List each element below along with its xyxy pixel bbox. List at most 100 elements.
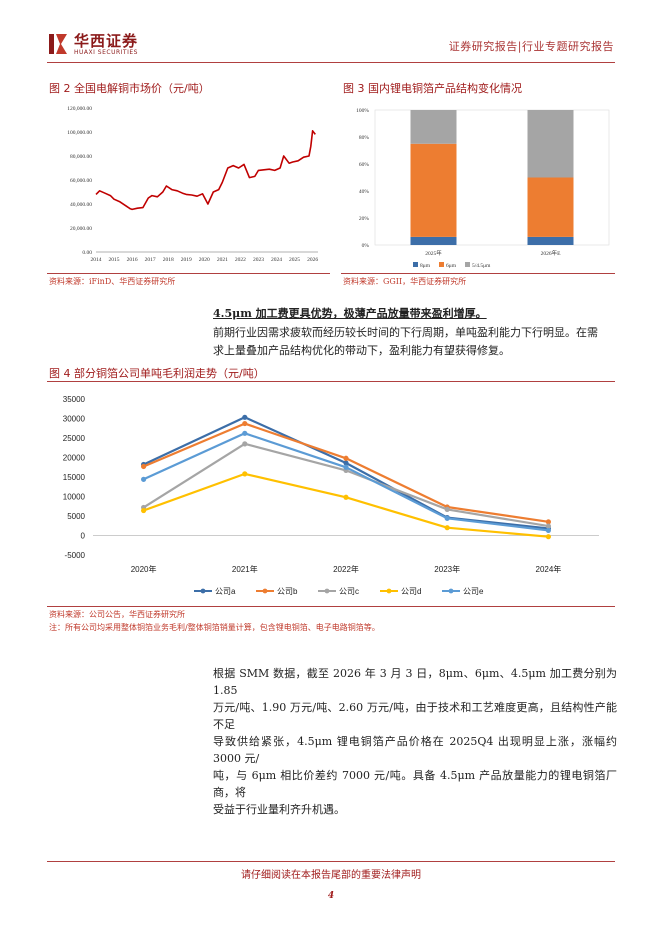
figure3-source: 资料来源：GGII，华西证券研究所 xyxy=(343,277,467,286)
fig3-y-tick-label: 60% xyxy=(359,162,370,168)
fig3-bar-segment xyxy=(527,110,574,178)
fig4-data-point xyxy=(545,527,551,534)
section-line-2: 求上量叠加产品结构优化的带动下，盈利能力有望获得修复。 xyxy=(213,344,510,357)
figure4-chart: -5000 0 5000 10000 15000 20000 25000 30000 35000… xyxy=(63,395,599,596)
figure4-title: 图 4 部分铜箔公司单吨毛利润走势（元/吨） xyxy=(49,367,265,380)
body2-line-3: 导致供给紧张，4.5μm 锂电铜箔产品价格在 2025Q4 出现明显上涨，涨幅约… xyxy=(213,735,617,765)
fig4-legend-marker xyxy=(200,588,206,594)
fig4-legend-label: 公司a xyxy=(215,587,236,596)
fig3-x-tick-label: 2025年 xyxy=(425,249,442,257)
footer-rule xyxy=(47,861,615,862)
fig4-x-tick-label: 2020年 xyxy=(131,564,157,574)
fig4-data-point xyxy=(343,464,349,470)
figure4-top-rule xyxy=(47,381,615,382)
fig3-legend-label: 6μm xyxy=(446,263,457,269)
fig4-data-point xyxy=(545,523,551,529)
fig4-data-point xyxy=(343,460,349,466)
figure2-source: 资料来源：iFinD、华西证券研究所 xyxy=(49,277,176,286)
fig4-y-tick-label: 15000 xyxy=(63,473,86,482)
fig2-x-tick-label: 2014 xyxy=(91,257,102,263)
fig4-y-tick-label: 25000 xyxy=(63,434,86,443)
fig2-y-tick-label: 120,000.00 xyxy=(67,106,92,112)
fig2-x-tick-label: 2016 xyxy=(127,257,138,263)
fig3-bar-segment xyxy=(410,110,457,144)
fig4-y-tick-label: 30000 xyxy=(63,415,86,424)
fig4-data-point xyxy=(343,455,349,461)
figure4-bottom-rule xyxy=(47,606,615,607)
fig4-series-line xyxy=(143,472,549,538)
fig4-data-point xyxy=(444,515,450,521)
section-paragraph: 前期行业因需求疲软而经历较长时间的下行周期，单吨盈利能力下行明显。在需 求上量叠… xyxy=(213,324,617,360)
fig4-x-tick-label: 2023年 xyxy=(434,564,460,574)
fig3-bar-segment xyxy=(410,236,457,245)
fig4-y-tick-label: 10000 xyxy=(63,493,86,502)
fig4-data-point xyxy=(141,476,147,482)
fig4-data-point xyxy=(343,494,349,500)
figure4-note: 注：所有公司均采用整体铜箔业务毛利/整体铜箔销量计算，包含锂电铜箔、电子电路铜箔… xyxy=(49,623,380,632)
figure3-chart: 0% 20% 40% 60% 80% 100% 2025年 2026年E 8μm 6μm 5/4.5… xyxy=(356,108,610,269)
fig4-x-tick-label: 2022年 xyxy=(333,564,359,574)
fig3-bar-segment xyxy=(527,236,574,245)
fig3-bar-segment xyxy=(527,177,574,237)
fig3-y-tick-label: 80% xyxy=(359,135,370,141)
fig4-y-tick-label: 0 xyxy=(81,532,86,541)
fig2-x-tick-label: 2023 xyxy=(253,257,264,263)
fig2-x-tick-label: 2017 xyxy=(145,257,156,263)
fig3-legend-label: 8μm xyxy=(420,263,431,269)
fig4-legend-label: 公司b xyxy=(277,587,298,596)
fig2-x-tick-label: 2024 xyxy=(271,257,282,263)
fig2-x-tick-label: 2025 xyxy=(289,257,300,263)
fig4-data-point xyxy=(242,441,248,447)
fig2-y-tick-label: 20,000.00 xyxy=(70,226,92,232)
figure4-source: 资料来源：公司公告，华西证券研究所 xyxy=(49,610,185,619)
fig2-x-tick-label: 2019 xyxy=(181,257,192,263)
fig2-y-tick-label: 80,000.00 xyxy=(70,154,92,160)
fig4-data-point xyxy=(545,534,551,540)
fig2-y-tick-label: 40,000.00 xyxy=(70,202,92,208)
header-divider xyxy=(47,62,615,63)
fig4-legend-marker xyxy=(262,588,268,594)
fig4-data-point xyxy=(545,519,551,525)
fig3-legend-label: 5/4.5μm xyxy=(472,263,491,269)
fig3-y-tick-label: 40% xyxy=(359,189,370,195)
fig4-data-point xyxy=(242,414,248,420)
section-heading: 4.5μm 加工费更具优势，极薄产品放量带来盈利增厚。 xyxy=(213,307,487,320)
fig2-x-tick-label: 2021 xyxy=(217,257,228,263)
fig4-legend-label: 公司e xyxy=(463,587,484,596)
figure2-rule xyxy=(47,273,330,274)
figure3-rule xyxy=(341,273,615,274)
huaxi-logo-icon xyxy=(49,34,67,54)
fig3-legend-swatch xyxy=(465,262,470,267)
fig2-series-line xyxy=(95,129,316,211)
logo-text-en: HUAXI SECURITIES xyxy=(74,49,138,56)
fig2-y-tick-label: 0.00 xyxy=(82,250,92,256)
fig2-y-tick-label: 100,000.00 xyxy=(67,130,92,136)
fig4-y-tick-label: 5000 xyxy=(67,512,85,521)
body2-line-1: 根据 SMM 数据，截至 2026 年 3 月 3 日，8μm、6μm、4.5μ… xyxy=(213,667,617,697)
fig2-x-tick-label: 2015 xyxy=(109,257,120,263)
section-line-1: 前期行业因需求疲软而经历较长时间的下行周期，单吨盈利能力下行明显。在需 xyxy=(213,326,598,339)
fig3-plot-frame xyxy=(374,109,610,246)
fig4-data-point xyxy=(141,507,147,514)
fig3-x-tick-label: 2026年E xyxy=(541,249,562,257)
fig4-x-tick-label: 2021年 xyxy=(232,564,258,574)
fig4-legend-label: 公司d xyxy=(401,587,421,596)
fig3-y-tick-label: 20% xyxy=(359,216,370,222)
page-number: 4 xyxy=(327,891,335,901)
logo-text-cn: 华西证券 xyxy=(74,32,139,50)
fig3-legend-swatch xyxy=(439,262,444,267)
body2-line-2: 万元/吨、1.90 万元/吨、2.60 万元/吨，由于技术和工艺难度更高，且结构… xyxy=(213,701,617,731)
fig4-legend-marker xyxy=(324,588,330,594)
body2-line-4: 吨，与 6μm 相比价差约 7000 元/吨。具备 4.5μm 产品放量能力的锂… xyxy=(213,769,617,799)
fig4-y-tick-label: -5000 xyxy=(65,551,86,560)
fig3-legend-swatch xyxy=(413,262,418,267)
fig2-x-tick-label: 2026 xyxy=(307,257,318,263)
fig4-legend-label: 公司c xyxy=(339,587,359,596)
fig4-data-point xyxy=(141,463,147,470)
fig4-y-tick-label: 20000 xyxy=(63,454,86,463)
fig4-data-point xyxy=(242,420,248,427)
fig2-x-tick-label: 2020 xyxy=(199,257,210,263)
fig4-data-point xyxy=(242,430,248,436)
figure2-chart: 0.00 20,000.00 40,000.00 60,000.00 80,000.00… xyxy=(67,106,318,263)
fig3-bar-segment xyxy=(410,143,457,237)
